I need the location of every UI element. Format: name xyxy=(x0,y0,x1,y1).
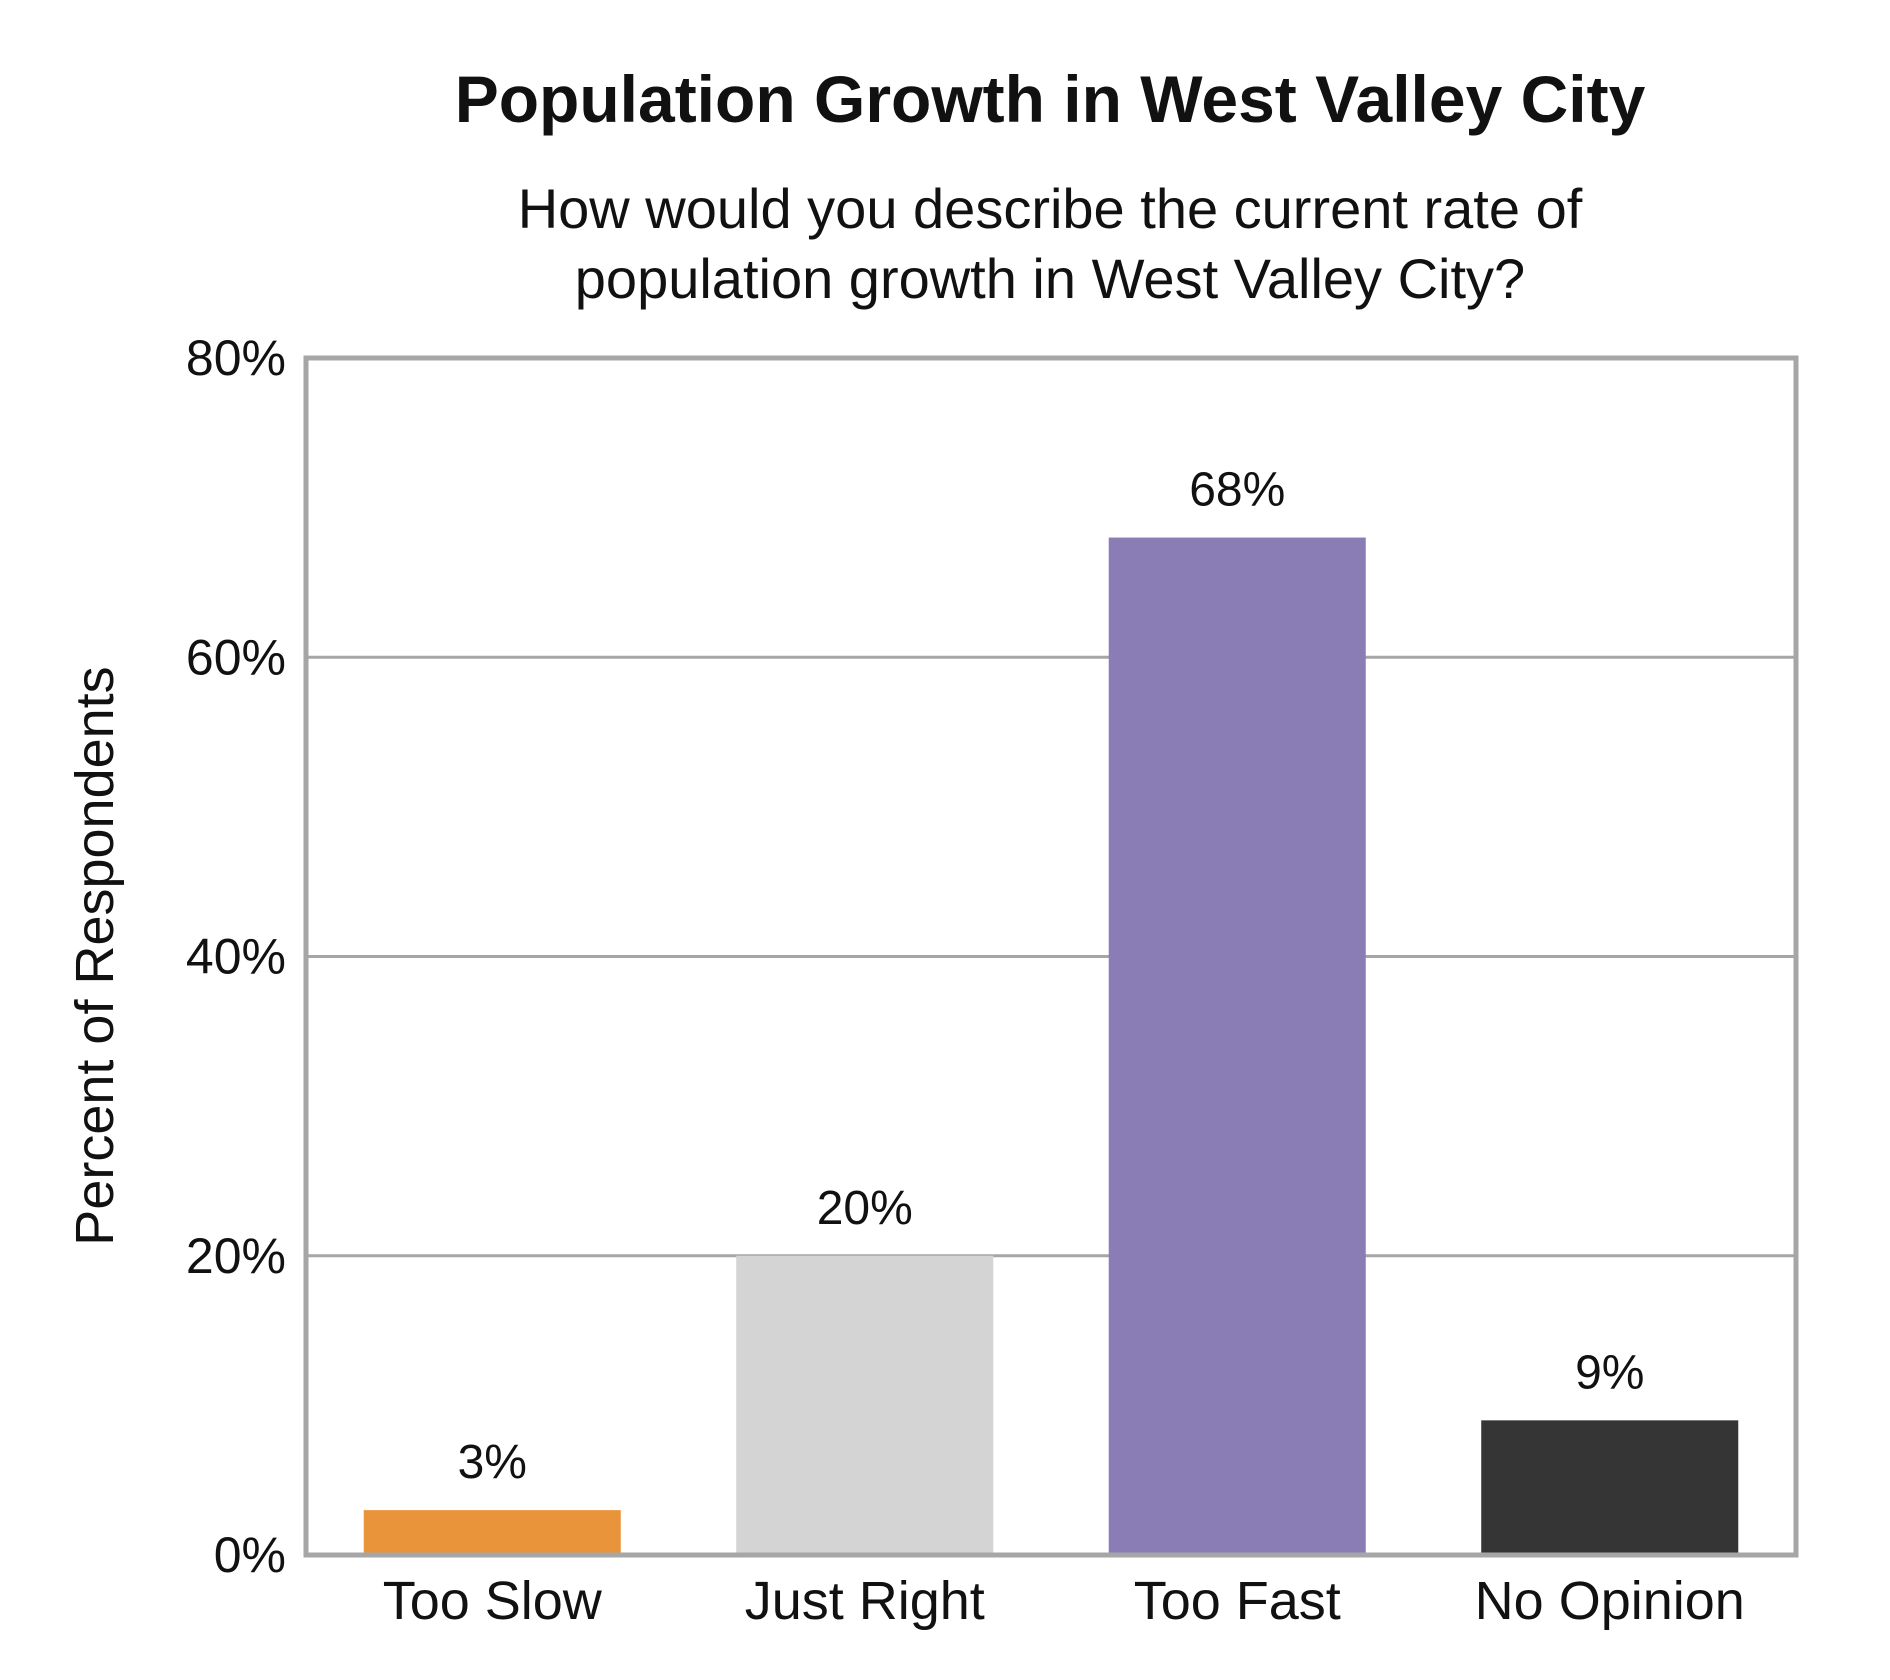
data-label: 3% xyxy=(458,1436,527,1489)
bar-too-fast xyxy=(1108,537,1366,1555)
bar-just-right xyxy=(736,1255,994,1555)
data-label: 9% xyxy=(1575,1346,1644,1399)
x-category-label: No Opinion xyxy=(1475,1571,1745,1631)
chart-title: Population Growth in West Valley City xyxy=(455,62,1646,136)
y-axis-ticks: 0% 20% 40% 60% 80% xyxy=(186,330,286,1583)
x-axis-categories: Too Slow Just Right Too Fast No Opinion xyxy=(383,1571,1745,1631)
plot-frame xyxy=(303,355,1799,1558)
x-category-label: Too Fast xyxy=(1134,1571,1341,1631)
data-label: 68% xyxy=(1189,464,1285,517)
y-tick-label: 80% xyxy=(186,330,286,386)
y-tick-label: 20% xyxy=(186,1228,286,1284)
bars xyxy=(363,537,1739,1555)
x-category-label: Too Slow xyxy=(383,1571,603,1631)
y-axis-label: Percent of Respondents xyxy=(65,666,125,1245)
bar-no-opinion xyxy=(1481,1420,1739,1555)
chart-subtitle-line-1: How would you describe the current rate … xyxy=(518,177,1583,240)
bar-too-slow xyxy=(363,1510,621,1555)
gridlines xyxy=(306,655,1796,1258)
y-tick-label: 60% xyxy=(186,629,286,685)
chart-subtitle-line-2: population growth in West Valley City? xyxy=(575,247,1525,310)
x-category-label: Just Right xyxy=(745,1571,985,1631)
data-labels: 3% 20% 68% 9% xyxy=(458,464,1645,1490)
y-tick-label: 0% xyxy=(214,1527,286,1583)
y-tick-label: 40% xyxy=(186,929,286,985)
data-label: 20% xyxy=(817,1182,913,1235)
